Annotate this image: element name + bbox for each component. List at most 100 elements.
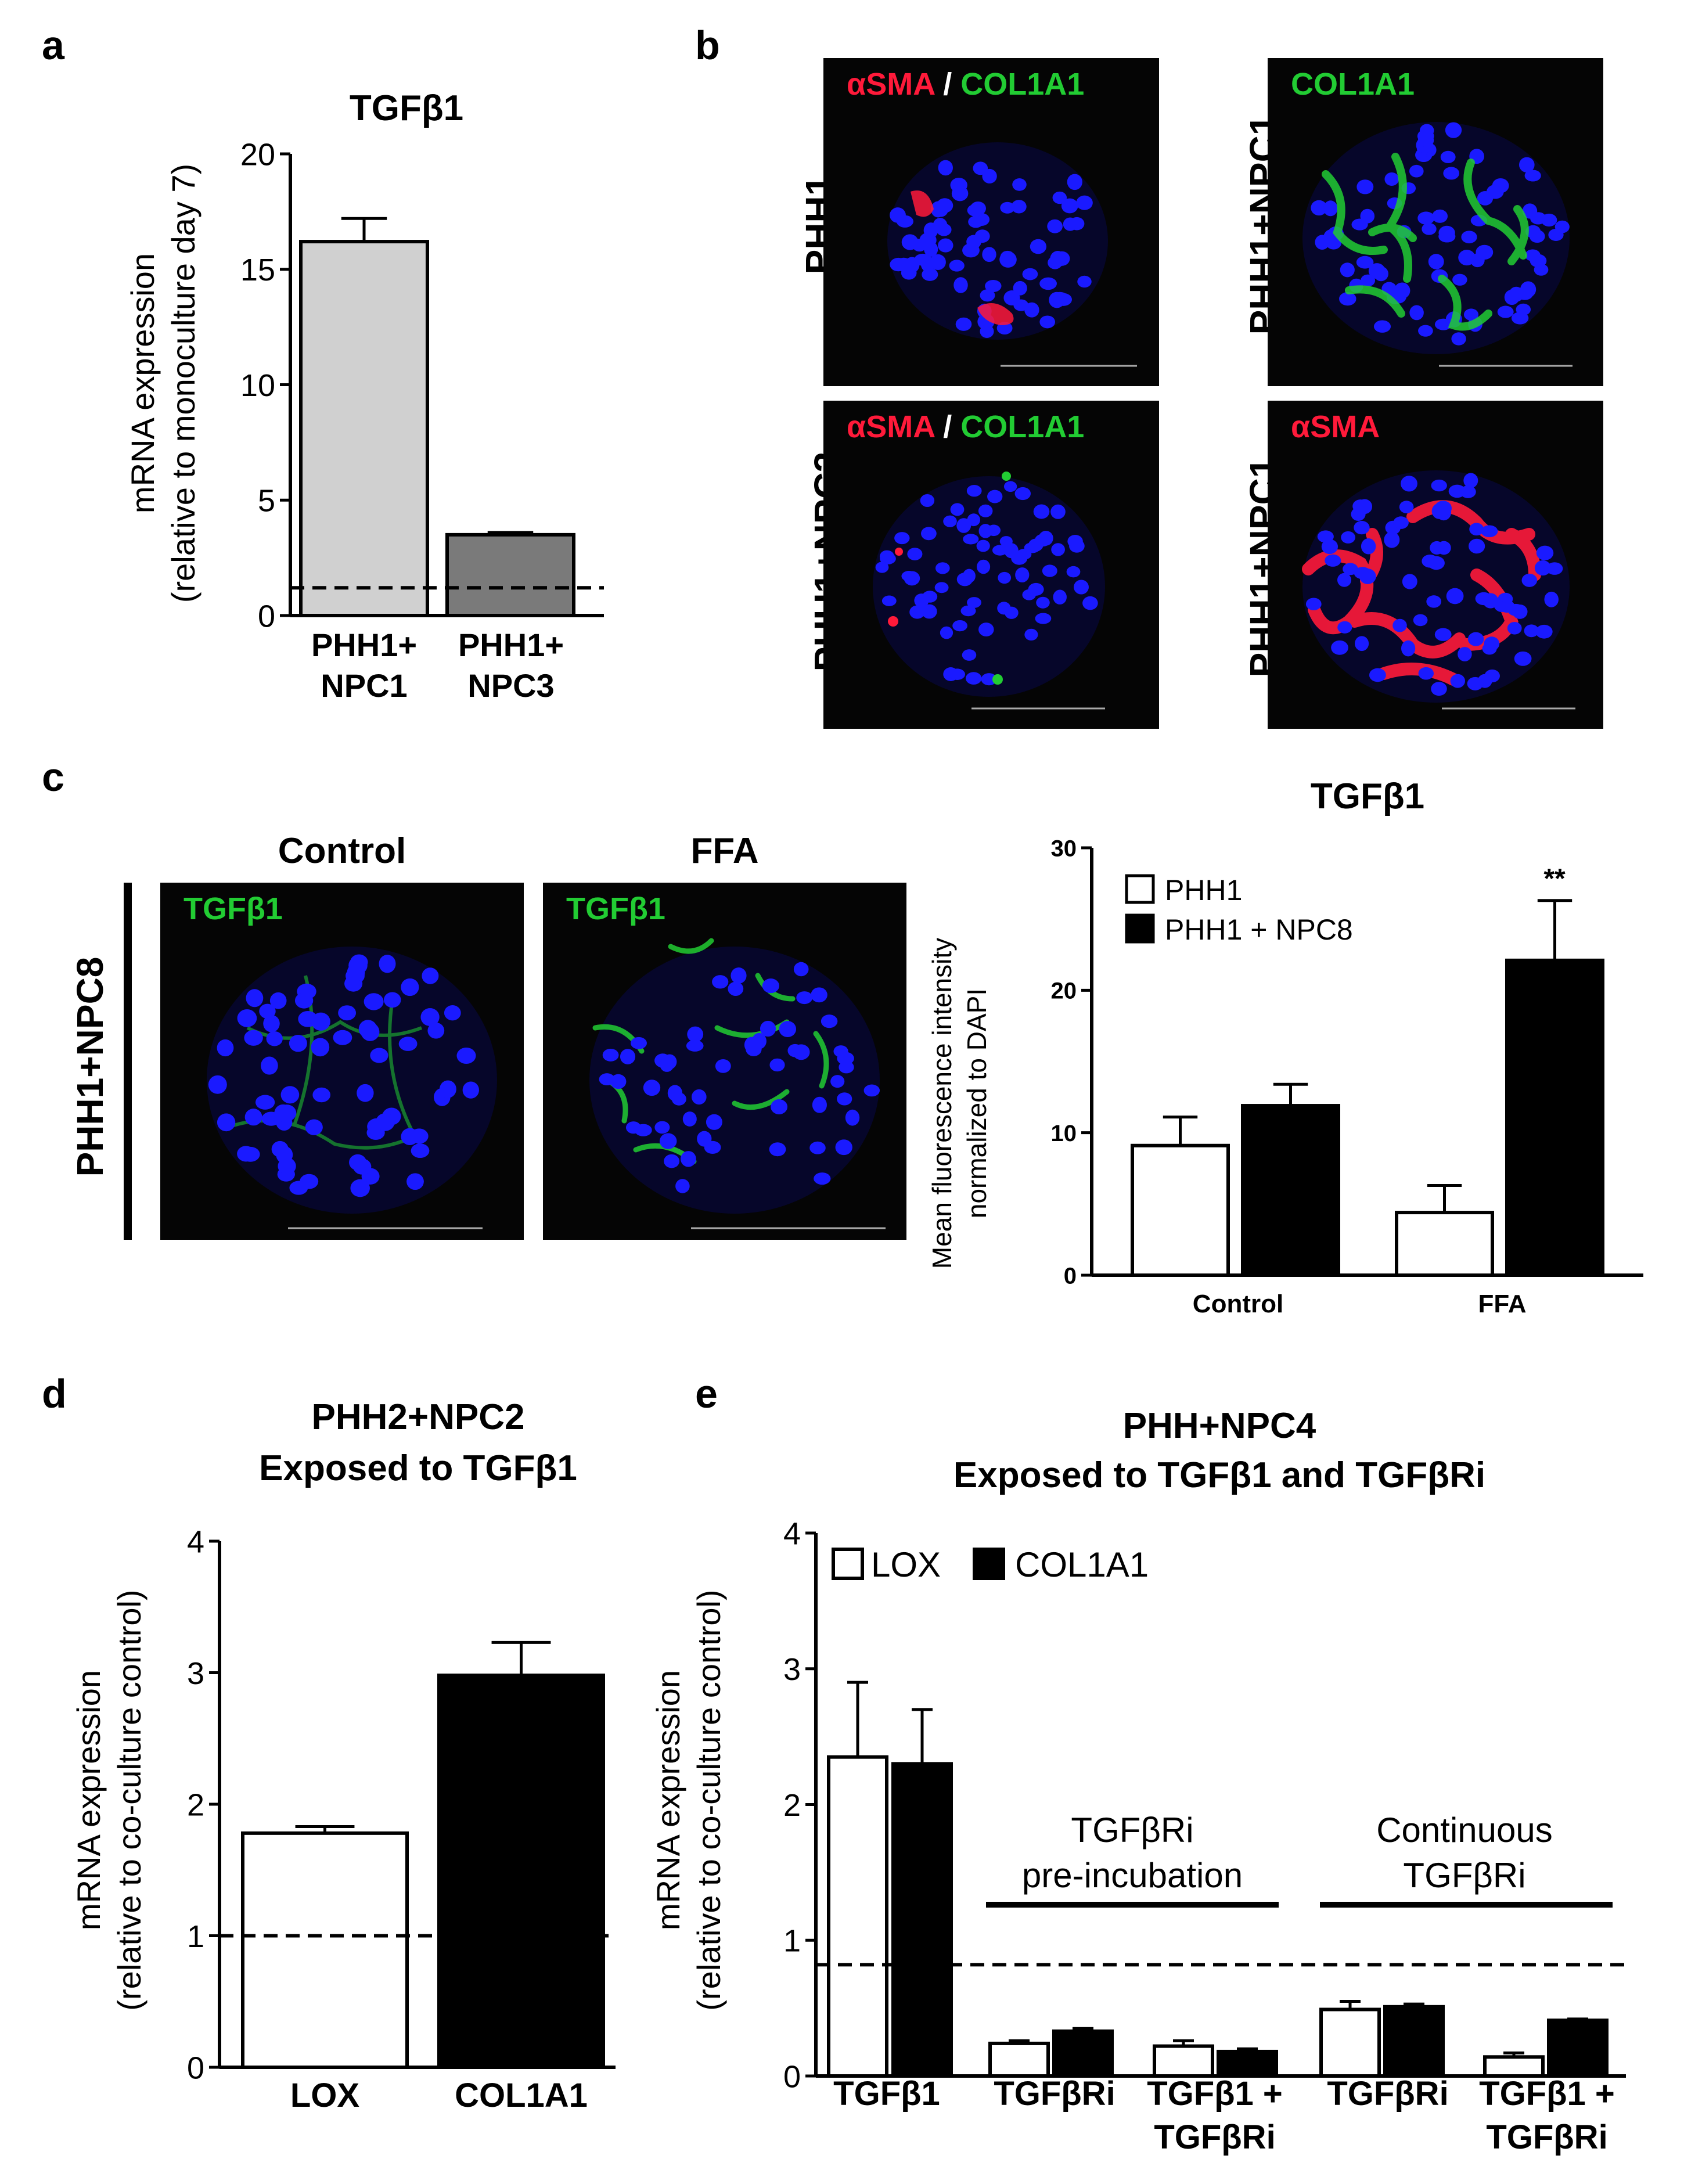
nucleus: [1341, 531, 1355, 544]
nucleus: [1399, 501, 1414, 513]
nucleus: [599, 1073, 615, 1086]
c-ffa-tag: TGFβ1: [566, 891, 665, 926]
nucleus: [289, 1034, 307, 1052]
nucleus: [1420, 133, 1434, 147]
chart-a-ytick-label: 5: [258, 484, 275, 519]
nucleus: [914, 253, 931, 266]
nucleus: [1524, 170, 1541, 182]
panel-c-letter: c: [42, 754, 64, 800]
nucleus: [1326, 236, 1342, 250]
nucleus: [269, 992, 287, 1009]
nucleus: [1401, 640, 1416, 657]
b-micrograph-3-tag: αSMA / COL1A1: [847, 409, 1084, 445]
nucleus: [358, 1020, 377, 1038]
chart-d: mRNA expression (relative to co-culture …: [70, 1524, 616, 2114]
nucleus: [1067, 174, 1082, 190]
nucleus: [240, 1146, 260, 1162]
tag-green: COL1A1: [960, 67, 1085, 102]
nucleus: [907, 548, 923, 560]
nucleus: [890, 207, 906, 223]
nucleus: [1357, 499, 1373, 514]
nucleus: [1069, 217, 1085, 231]
chart-e-legend-label-lox: LOX: [871, 1545, 941, 1584]
nucleus: [456, 1047, 476, 1064]
nucleus: [1042, 564, 1057, 577]
chart-e-bracket-1-line1: TGFβRi: [1071, 1811, 1193, 1850]
nucleus: [1351, 218, 1368, 231]
chart-e-ytick-label: 1: [783, 1924, 801, 1959]
nucleus: [950, 503, 965, 516]
chart-c-significance: **: [1543, 863, 1566, 894]
chart-e-ytick-label: 0: [783, 2059, 801, 2094]
nucleus: [1000, 250, 1015, 263]
nucleus: [833, 1045, 848, 1057]
nucleus: [1331, 640, 1348, 655]
nucleus: [814, 1172, 831, 1185]
nucleus: [769, 1142, 786, 1157]
nucleus: [1337, 573, 1352, 587]
nucleus: [1033, 504, 1050, 519]
nucleus: [987, 490, 1003, 503]
b-micrograph-1-tag: αSMA / COL1A1: [847, 66, 1084, 102]
chart-d-ytick-label: 4: [187, 1524, 204, 1559]
nucleus: [962, 649, 977, 661]
nucleus: [266, 1031, 283, 1046]
nucleus: [246, 989, 264, 1008]
nucleus: [967, 204, 984, 217]
nucleus: [1520, 281, 1537, 298]
nucleus: [1467, 677, 1484, 690]
nucleus: [631, 1037, 647, 1049]
nucleus: [835, 1139, 852, 1156]
nucleus: [935, 562, 950, 574]
nucleus: [1443, 167, 1460, 180]
c-ffa-title: FFA: [690, 831, 759, 871]
nucleus: [1422, 554, 1438, 568]
nucleus: [1354, 567, 1372, 580]
nucleus: [1384, 531, 1400, 548]
nucleus: [769, 1058, 785, 1072]
nucleus: [686, 1039, 704, 1052]
nucleus: [1469, 523, 1484, 536]
nucleus: [349, 1154, 367, 1171]
nucleus: [879, 550, 895, 563]
nucleus: [1082, 596, 1098, 610]
nucleus: [420, 1008, 440, 1026]
nucleus: [1507, 621, 1522, 635]
chart-a-title: TGFβ1: [350, 88, 463, 128]
nucleus: [1524, 624, 1539, 638]
nucleus: [992, 545, 1008, 556]
nucleus: [921, 527, 937, 541]
chart-d-bar: [241, 1831, 409, 2070]
nucleus: [1074, 580, 1089, 595]
nucleus: [728, 981, 744, 996]
nucleus: [1419, 124, 1434, 138]
chart-e-ylabel-2: (relative to co-culture control): [690, 1589, 727, 2010]
nucleus: [930, 254, 946, 271]
nucleus: [980, 289, 995, 302]
chart-c-xtick-label: Control: [1193, 1290, 1283, 1318]
nucleus: [401, 978, 419, 996]
nucleus: [904, 571, 920, 586]
nucleus: [1047, 219, 1063, 233]
chart-a-ytick-label: 0: [258, 599, 275, 634]
nucleus: [1373, 266, 1388, 282]
nucleus: [837, 1092, 852, 1106]
chart-c-legend-swatch-2: [1125, 913, 1155, 944]
nucleus: [982, 168, 997, 184]
chart-e-bar: [1383, 2005, 1445, 2078]
nucleus: [691, 1089, 707, 1105]
nucleus: [760, 1020, 776, 1037]
chart-e-xtick-1: TGFβ1: [833, 2075, 940, 2113]
nucleus: [1356, 179, 1374, 195]
nucleus: [1013, 280, 1027, 296]
nucleus: [1356, 256, 1374, 269]
nucleus: [406, 1173, 424, 1190]
nucleus: [620, 1049, 636, 1064]
nucleus: [1402, 574, 1417, 589]
nucleus: [1418, 667, 1434, 680]
panel-b-letter: b: [695, 23, 720, 68]
chart-d-ytick-label: 1: [187, 1919, 204, 1954]
nucleus: [1011, 200, 1027, 214]
nucleus: [901, 234, 919, 250]
nucleus: [350, 954, 368, 970]
